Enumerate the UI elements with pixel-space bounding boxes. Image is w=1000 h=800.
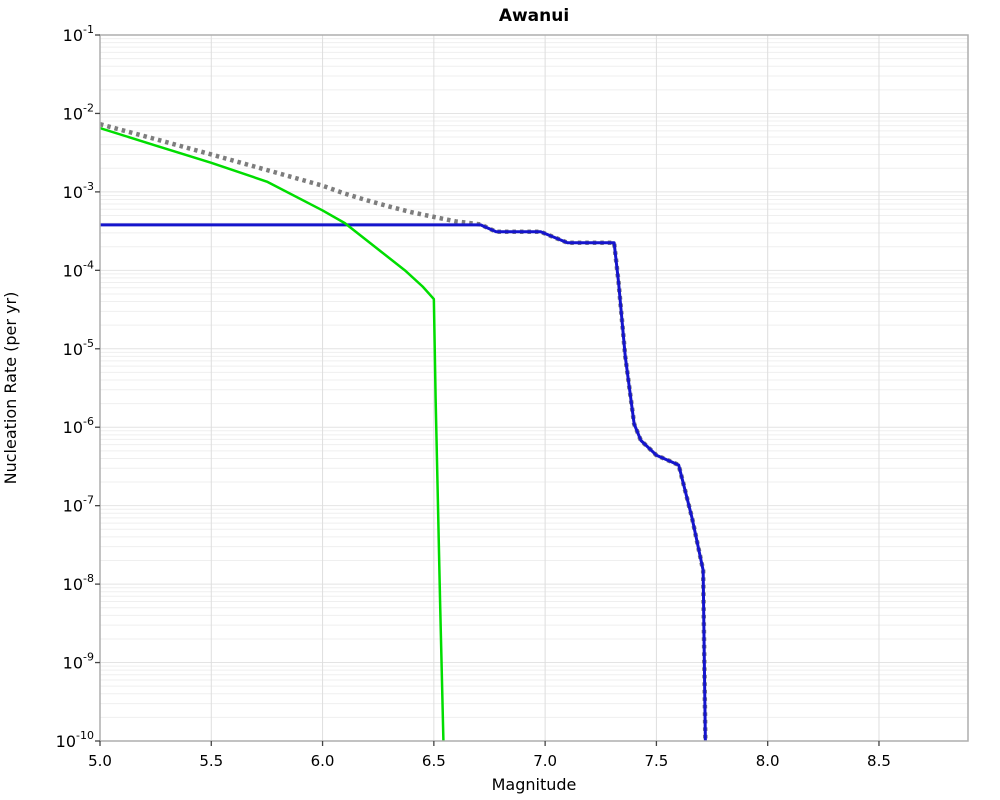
x-axis-tick-label: 5.5 xyxy=(199,752,223,770)
series-green-solid-curve xyxy=(100,126,445,741)
plot-border xyxy=(99,34,969,742)
y-axis-tick-label: 10-8 xyxy=(63,572,94,594)
x-axis-tick-label: 6.0 xyxy=(311,752,335,770)
x-axis-tick-label: 8.5 xyxy=(867,752,891,770)
y-axis-tick-label: 10-5 xyxy=(63,337,94,359)
x-axis-tick-label: 6.5 xyxy=(422,752,446,770)
x-axis-tick-label: 7.5 xyxy=(644,752,668,770)
grid-layer xyxy=(99,34,968,742)
y-axis-tick-label: 10-6 xyxy=(63,415,94,437)
axis-layer: 5.0 5.5 6.0 6.5 7.0 7.5 8.0 8.5 10-1 10-2 10-3 10-4… xyxy=(56,23,969,770)
y-axis-tick-label: 10-7 xyxy=(63,494,94,516)
y-axis-tick-label: 10-10 xyxy=(56,729,94,751)
y-axis-tick-label: 10-9 xyxy=(63,651,94,673)
y-axis-label: Nucleation Rate (per yr) xyxy=(1,292,20,485)
series-blue-solid-curve xyxy=(100,223,707,741)
x-axis-tick-label: 5.0 xyxy=(88,752,112,770)
x-axis-tick-label: 8.0 xyxy=(756,752,780,770)
y-axis-tick-label: 10-1 xyxy=(63,23,94,45)
y-axis-tick-label: 10-3 xyxy=(63,180,94,202)
y-axis-tick-label: 10-2 xyxy=(63,101,94,123)
series-layer xyxy=(100,121,708,741)
y-axis-tick-label: 10-4 xyxy=(63,258,94,280)
plot-background xyxy=(100,35,968,741)
x-axis-tick-label: 7.0 xyxy=(533,752,557,770)
chart-title: Awanui xyxy=(499,6,569,26)
x-axis-label: Magnitude xyxy=(492,775,577,794)
